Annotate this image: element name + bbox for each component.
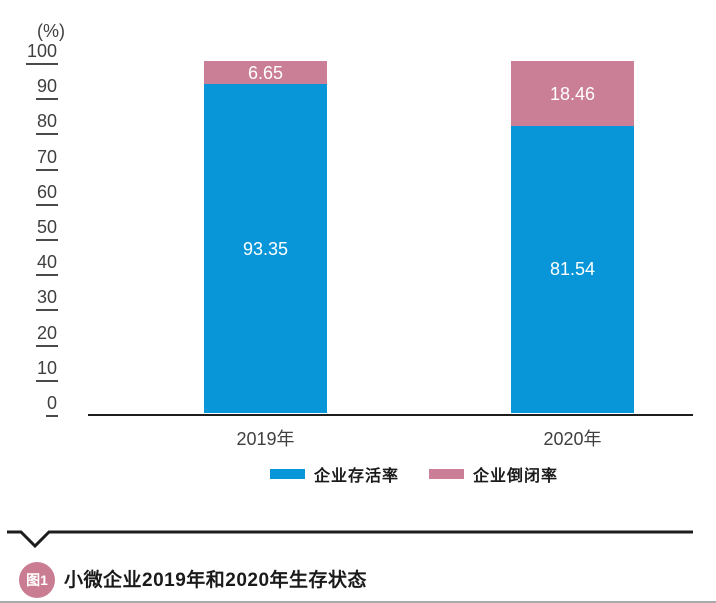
legend-item-企业倒闭率: 企业倒闭率 xyxy=(429,462,558,486)
caption-divider-line xyxy=(7,530,693,549)
legend-label: 企业存活率 xyxy=(314,468,400,485)
legend-swatch-icon xyxy=(429,469,465,479)
bar-segment-企业存活率-2020年: 81.54 xyxy=(511,125,634,413)
y-tick-label-30: 30 xyxy=(35,287,58,312)
chart-legend: 企业存活率 企业倒闭率 xyxy=(270,463,558,485)
legend-label: 企业倒闭率 xyxy=(473,468,559,485)
bar-segment-企业倒闭率-2019年: 6.65 xyxy=(204,61,327,85)
y-tick-label-20: 20 xyxy=(35,323,58,347)
x-category-label-2019年: 2019年 xyxy=(236,429,295,449)
legend-item-企业存活率: 企业存活率 xyxy=(270,462,399,486)
y-axis-unit-label: (%) xyxy=(37,21,65,41)
legend-swatch-icon xyxy=(270,469,305,479)
bar-segment-企业存活率-2019年: 93.35 xyxy=(204,84,327,413)
y-tick-label-40: 40 xyxy=(35,252,58,277)
y-tick-label-50: 50 xyxy=(35,217,58,241)
y-tick-label-0: 0 xyxy=(45,393,58,417)
y-tick-label-80: 80 xyxy=(35,111,58,136)
y-tick-label-60: 60 xyxy=(35,182,58,206)
y-tick-label-100: 100 xyxy=(25,41,58,65)
bar-2020年: 18.46 81.54 xyxy=(511,61,634,413)
figure-badge: 图1 xyxy=(19,562,55,598)
bar-2019年: 6.65 93.35 xyxy=(204,61,327,413)
y-tick-label-70: 70 xyxy=(35,147,58,171)
y-tick-label-10: 10 xyxy=(35,358,58,382)
x-category-label-2020年: 2020年 xyxy=(543,429,602,449)
divider-notch-polyline xyxy=(7,530,693,549)
y-tick-label-90: 90 xyxy=(35,76,58,101)
x-axis-line xyxy=(88,414,693,416)
figure-title: 小微企业2019年和2020年生存状态 xyxy=(64,570,368,591)
bar-segment-企业倒闭率-2020年: 18.46 xyxy=(511,61,634,126)
